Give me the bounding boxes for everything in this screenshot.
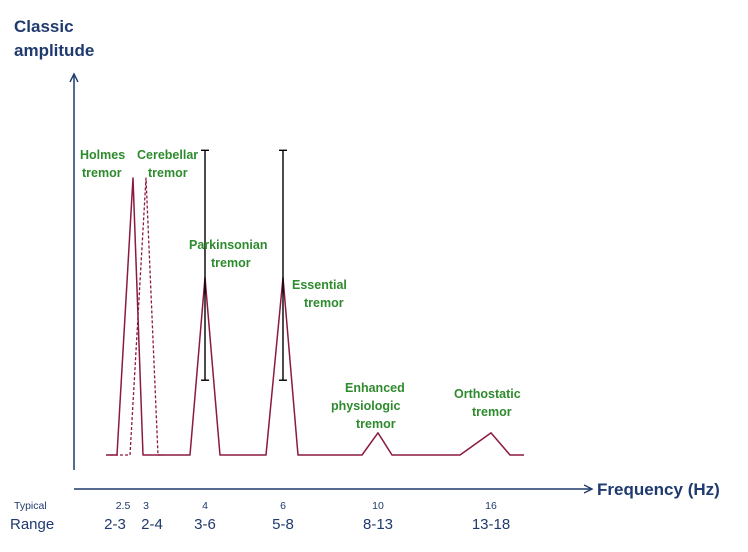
- range-row-label: Range: [10, 516, 54, 533]
- errorbar-parkinsonian-tremor: [201, 149, 209, 381]
- label-orthostatic-tremor: Orthostatic tremor: [454, 387, 524, 419]
- label-orthostatic-line-1: Orthostatic: [454, 387, 521, 401]
- y-axis-title-line-2: amplitude: [14, 41, 94, 60]
- range-tick-orthostatic: 13-18: [472, 516, 510, 533]
- series-line-baseline: [152, 276, 524, 456]
- range-tick-labels: 2-3 2-4 3-6 5-8 8-13 13-18: [104, 516, 510, 533]
- label-essential-line-1: Essential: [292, 278, 347, 292]
- typical-row-label: Typical: [14, 500, 47, 512]
- typical-tick-labels: 2.5 3 4 6 10 16: [116, 500, 497, 512]
- peak-series-group: [106, 177, 524, 456]
- typical-tick-holmes: 2.5: [116, 500, 131, 512]
- label-holmes-line-1: Holmes: [80, 148, 125, 162]
- range-tick-essential: 5-8: [272, 516, 294, 533]
- typical-tick-enhanced: 10: [372, 500, 384, 512]
- label-holmes-line-2: tremor: [82, 166, 122, 180]
- tremor-labels: Holmes tremor Cerebellar tremor Parkinso…: [80, 148, 524, 431]
- y-axis-title: Classic amplitude: [14, 17, 94, 60]
- label-parkinsonian-line-2: tremor: [211, 256, 251, 270]
- label-essential-line-2: tremor: [304, 296, 344, 310]
- label-enhanced-physiologic-tremor: Enhanced physiologic tremor: [331, 381, 408, 431]
- label-parkinsonian-tremor: Parkinsonian tremor: [189, 238, 271, 270]
- range-tick-parkinsonian: 3-6: [194, 516, 216, 533]
- range-tick-enhanced: 8-13: [363, 516, 393, 533]
- typical-tick-orthostatic: 16: [485, 500, 497, 512]
- x-axis-title: Frequency (Hz): [597, 480, 720, 499]
- errorbar-group: [201, 149, 287, 381]
- series-line-holmes-tremor: [106, 177, 152, 456]
- range-tick-holmes: 2-3: [104, 516, 126, 533]
- range-tick-cerebellar: 2-4: [141, 516, 163, 533]
- typical-tick-essential: 6: [280, 500, 286, 512]
- label-holmes-tremor: Holmes tremor: [80, 148, 129, 180]
- typical-tick-cerebellar: 3: [143, 500, 149, 512]
- label-cerebellar-line-1: Cerebellar: [137, 148, 198, 162]
- series-line-cerebellar-tremor: [110, 177, 164, 456]
- typical-tick-parkinsonian: 4: [202, 500, 208, 512]
- y-axis-title-line-1: Classic: [14, 17, 74, 36]
- label-orthostatic-line-2: tremor: [472, 405, 512, 419]
- label-enhanced-line-2: physiologic: [331, 399, 401, 413]
- label-enhanced-line-3: tremor: [356, 417, 396, 431]
- label-enhanced-line-1: Enhanced: [345, 381, 405, 395]
- label-essential-tremor: Essential tremor: [292, 278, 350, 310]
- label-parkinsonian-line-1: Parkinsonian: [189, 238, 268, 252]
- label-cerebellar-tremor: Cerebellar tremor: [137, 148, 202, 180]
- label-cerebellar-line-2: tremor: [148, 166, 188, 180]
- errorbar-essential-tremor: [279, 149, 287, 381]
